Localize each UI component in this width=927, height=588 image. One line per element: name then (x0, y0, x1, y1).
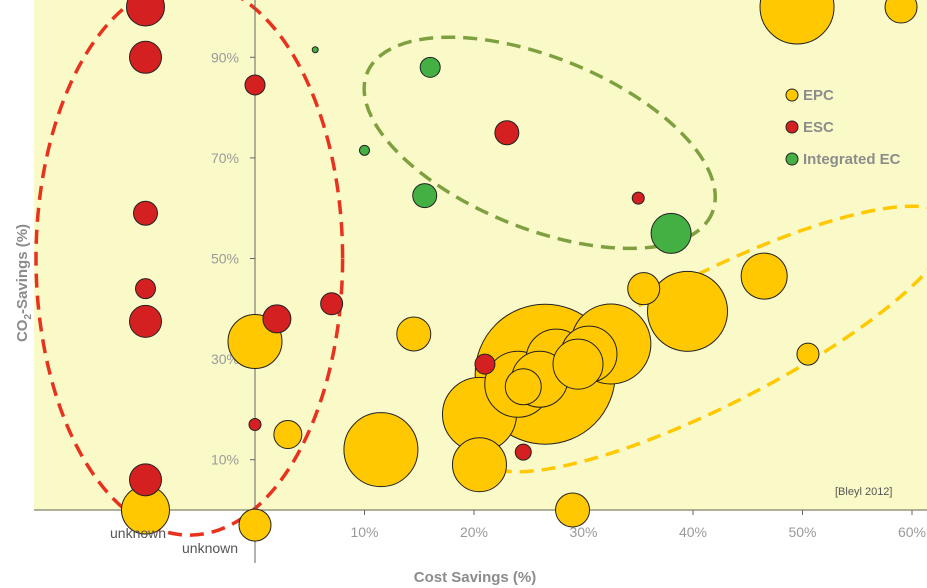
y-axis-title-main: CO (14, 319, 31, 342)
legend: EPC ESC Integrated EC (785, 87, 901, 168)
bubble-epc (627, 272, 661, 306)
bubble-epc (759, 0, 835, 45)
bubble-epc (504, 368, 542, 406)
bubble-epc (555, 492, 591, 528)
bubble-esc (514, 443, 532, 461)
legend-label: Integrated EC (803, 151, 901, 168)
bubble-epc (343, 412, 419, 488)
y-axis-title: CO2-Savings (%) (14, 224, 34, 342)
source-note: [Bleyl 2012] (835, 486, 892, 498)
bubble-esc (135, 278, 156, 300)
bubbles (121, 0, 918, 542)
unknown-label-origin: unknown (182, 540, 238, 556)
x-tick-label: 40% (679, 524, 707, 540)
x-tick-label: 50% (788, 524, 816, 540)
y-tick-label: 70% (211, 150, 239, 166)
legend-label: EPC (803, 87, 834, 104)
bubble-esc (129, 304, 162, 338)
bubble-esc (320, 292, 344, 316)
x-tick-label: 10% (350, 524, 378, 540)
x-tick-label: 20% (460, 524, 488, 540)
legend-marker (785, 120, 799, 134)
x-axis-title: Cost Savings (%) (414, 569, 537, 586)
bubble-epc (884, 0, 918, 24)
bubble-esc (133, 200, 158, 226)
bubble-epc (796, 342, 820, 366)
legend-label: ESC (803, 119, 834, 136)
bubble-esc (129, 463, 162, 497)
bubble-integrated-ec (359, 144, 370, 156)
bubble-esc (631, 191, 645, 205)
bubble-epc (238, 508, 272, 542)
bubble-integrated-ec (412, 183, 438, 209)
bubble-epc (396, 316, 432, 352)
bubble-epc (552, 338, 604, 390)
y-axis-title-subscript: 2 (23, 314, 34, 320)
y-axis-title-rest: -Savings (%) (14, 224, 31, 314)
x-tick-label: 60% (898, 524, 926, 540)
bubble-integrated-ec (419, 56, 441, 78)
cluster-ellipse-esc (34, 0, 345, 537)
bubble-epc (451, 437, 507, 493)
y-tick-label: 90% (211, 49, 239, 65)
bubble-epc (647, 270, 729, 352)
bubble-esc (244, 74, 266, 96)
bubble-esc (474, 353, 496, 375)
x-tick-label: 30% (569, 524, 597, 540)
bubble-esc (129, 40, 162, 74)
legend-marker (785, 152, 799, 166)
bubble-esc (494, 120, 520, 146)
y-tick-label: 50% (211, 251, 239, 267)
y-tick-label: 10% (211, 452, 239, 468)
unknown-label-x: unknown (110, 525, 166, 541)
bubble-esc (248, 417, 262, 431)
bubble-esc (126, 0, 165, 27)
bubble-epc (740, 252, 788, 300)
bubble-integrated-ec (650, 212, 692, 254)
legend-marker (785, 88, 799, 102)
bubble-integrated-ec (311, 46, 319, 54)
bubble-esc (262, 304, 292, 334)
bubble-epc (273, 420, 303, 450)
cluster-ellipse-integrated-ec (362, 35, 717, 251)
